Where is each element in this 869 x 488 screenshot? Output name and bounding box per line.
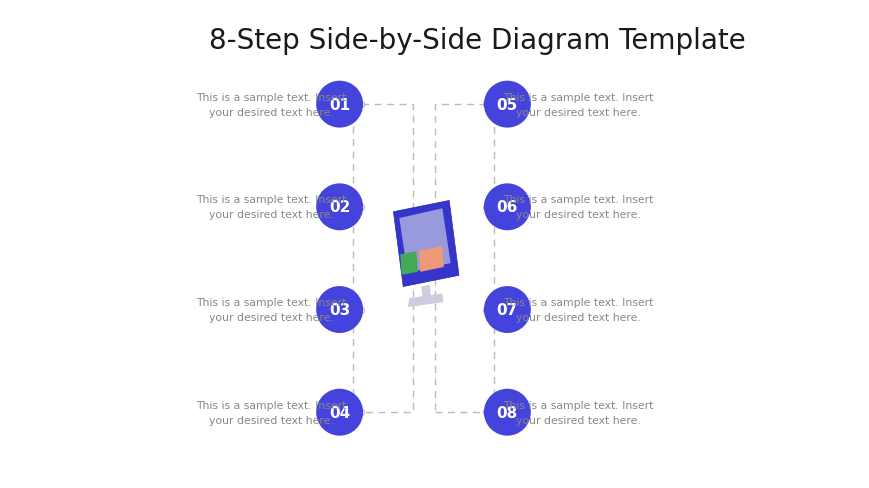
Text: This is a sample text. Insert
your desired text here.: This is a sample text. Insert your desir…: [502, 400, 653, 425]
Text: This is a sample text. Insert
your desired text here.: This is a sample text. Insert your desir…: [502, 298, 653, 322]
Text: 8-Step Side-by-Side Diagram Template: 8-Step Side-by-Side Diagram Template: [209, 27, 745, 55]
Text: 07: 07: [496, 303, 517, 317]
Text: 05: 05: [496, 98, 517, 112]
Circle shape: [315, 81, 362, 128]
Polygon shape: [418, 246, 443, 272]
Text: 06: 06: [496, 200, 517, 215]
Circle shape: [315, 286, 362, 333]
Text: 03: 03: [328, 303, 350, 317]
Polygon shape: [393, 201, 459, 287]
Polygon shape: [408, 294, 443, 307]
Circle shape: [483, 81, 530, 128]
Text: 02: 02: [328, 200, 350, 215]
Text: 08: 08: [496, 405, 517, 420]
Circle shape: [483, 286, 530, 333]
Polygon shape: [399, 209, 450, 273]
Circle shape: [483, 389, 530, 436]
Circle shape: [315, 389, 362, 436]
Circle shape: [315, 184, 362, 231]
Polygon shape: [400, 252, 417, 275]
Text: This is a sample text. Insert
your desired text here.: This is a sample text. Insert your desir…: [502, 195, 653, 220]
Polygon shape: [421, 285, 431, 300]
Text: This is a sample text. Insert
your desired text here.: This is a sample text. Insert your desir…: [196, 195, 346, 220]
Text: This is a sample text. Insert
your desired text here.: This is a sample text. Insert your desir…: [196, 298, 346, 322]
Circle shape: [483, 184, 530, 231]
Text: This is a sample text. Insert
your desired text here.: This is a sample text. Insert your desir…: [196, 400, 346, 425]
Text: This is a sample text. Insert
your desired text here.: This is a sample text. Insert your desir…: [196, 93, 346, 117]
Text: 01: 01: [328, 98, 350, 112]
Text: 04: 04: [328, 405, 350, 420]
Text: This is a sample text. Insert
your desired text here.: This is a sample text. Insert your desir…: [502, 93, 653, 117]
